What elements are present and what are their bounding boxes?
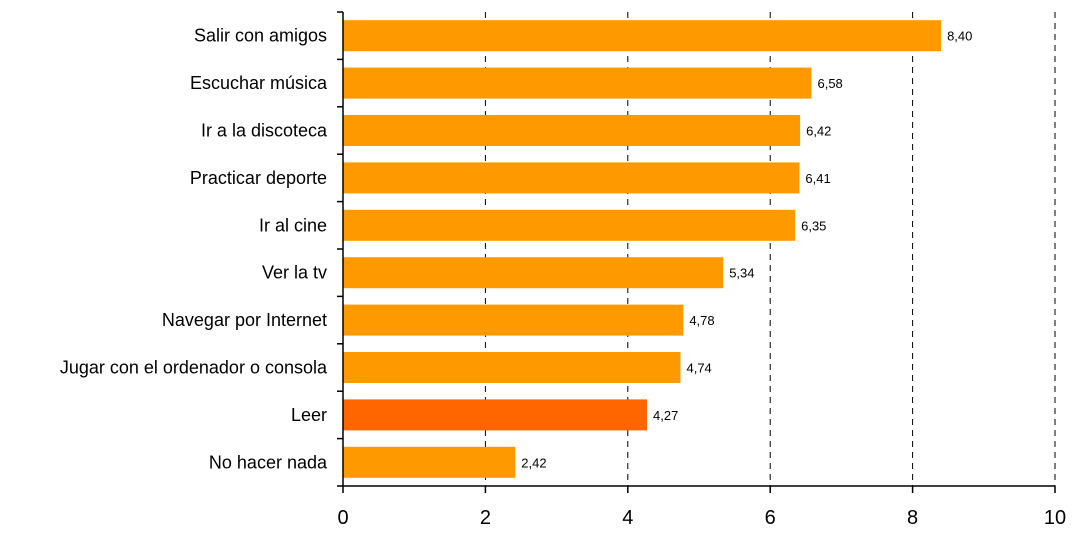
category-label: No hacer nada xyxy=(209,452,328,472)
bar-6 xyxy=(343,304,684,336)
data-label: 4,74 xyxy=(686,361,711,376)
bar-1 xyxy=(343,67,812,99)
category-label: Salir con amigos xyxy=(194,26,327,46)
data-label: 6,41 xyxy=(805,171,830,186)
bar-2 xyxy=(343,115,801,146)
category-label: Ver la tv xyxy=(262,263,327,283)
category-label: Ir a la discoteca xyxy=(201,121,328,141)
bar-3 xyxy=(343,162,800,194)
bar-0 xyxy=(343,20,942,52)
data-label: 6,42 xyxy=(806,124,831,139)
category-label: Navegar por Internet xyxy=(162,310,327,330)
bar-8 xyxy=(343,399,648,431)
data-label: 2,42 xyxy=(521,455,546,470)
bar-9 xyxy=(343,446,516,478)
data-label: 5,34 xyxy=(729,266,754,281)
x-tick-label: 10 xyxy=(1044,507,1066,529)
bars xyxy=(343,20,942,478)
labels: Salir con amigos 8,40 Escuchar música 6,58 I… xyxy=(60,26,1066,529)
data-label: 4,78 xyxy=(689,313,714,328)
bar-7 xyxy=(343,352,681,383)
bar-4 xyxy=(343,209,796,241)
category-label: Ir al cine xyxy=(259,215,327,235)
axes xyxy=(337,11,1056,493)
category-label: Leer xyxy=(291,405,327,425)
data-label: 6,58 xyxy=(817,76,842,91)
data-label: 4,27 xyxy=(653,408,678,423)
bar-5 xyxy=(343,257,724,289)
data-label: 6,35 xyxy=(801,218,826,233)
data-label: 8,40 xyxy=(947,29,972,44)
category-label: Practicar deporte xyxy=(190,168,327,188)
category-label: Escuchar música xyxy=(190,73,328,93)
x-tick-label: 2 xyxy=(480,507,491,529)
category-label: Jugar con el ordenador o consola xyxy=(60,358,328,378)
x-tick-label: 0 xyxy=(337,507,348,529)
x-tick-label: 6 xyxy=(765,507,776,529)
x-tick-label: 8 xyxy=(907,507,918,529)
x-tick-label: 4 xyxy=(622,507,633,529)
